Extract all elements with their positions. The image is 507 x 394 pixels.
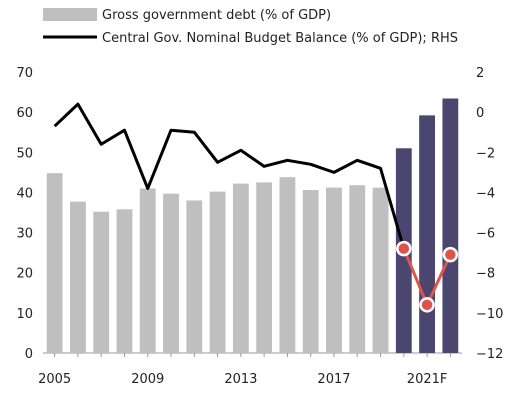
debt-bar [256,182,273,353]
debt-bar [116,209,133,353]
debt-bar [349,185,366,353]
y-right-tick-label: −6 [476,227,495,242]
balance-forecast-marker [419,297,435,313]
legend-swatch-debt [43,8,97,21]
y-left-tick-label: 50 [16,146,33,161]
debt-bar [139,188,156,353]
debt-bar [46,173,63,353]
balance-forecast-marker [396,240,412,257]
x-tick-label: 2017 [317,372,350,387]
debt-bar [70,201,86,353]
line-series [53,102,459,313]
y-left-tick-label: 10 [16,307,33,322]
balance-forecast-marker [442,246,459,263]
y-left-tick-label: 0 [25,347,33,362]
legend-label-debt: Gross government debt (% of GDP) [102,8,331,23]
debt-bar [279,177,296,353]
y-left-tick-label: 70 [16,66,33,81]
y-right-tick-label: −2 [476,146,495,161]
x-tick-label: 2009 [131,372,164,387]
y-right-tick-label: −10 [476,307,503,322]
debt-bar [93,211,110,353]
y-left-tick-label: 30 [16,227,33,242]
legend: Gross government debt (% of GDP) Central… [43,8,458,46]
y-left-tick-label: 60 [16,106,33,121]
debt-bar [442,98,459,353]
legend-label-balance: Central Gov. Nominal Budget Balance (% o… [102,31,458,46]
y-right-tick-label: −8 [476,267,495,282]
x-tick-label: 2005 [38,372,71,387]
y-right-tick-label: −12 [476,347,503,362]
debt-bar [186,200,203,353]
debt-bar [209,191,226,353]
y-right-tick-label: 2 [476,66,484,81]
debt-bar [419,115,435,354]
y-right-tick-label: −4 [476,186,495,201]
y-right-tick-label: 0 [476,106,484,121]
y-left-tick-label: 20 [16,267,33,282]
x-tick-label: 2013 [224,372,257,387]
debt-bar [232,183,249,353]
balance-line-actual [53,102,406,250]
debt-bar [326,187,342,353]
debt-bar [372,187,389,353]
y-left-tick-label: 40 [16,186,33,201]
x-tick-label: 2021F [407,372,448,387]
debt-bar [302,190,319,353]
debt-bar [163,193,179,353]
